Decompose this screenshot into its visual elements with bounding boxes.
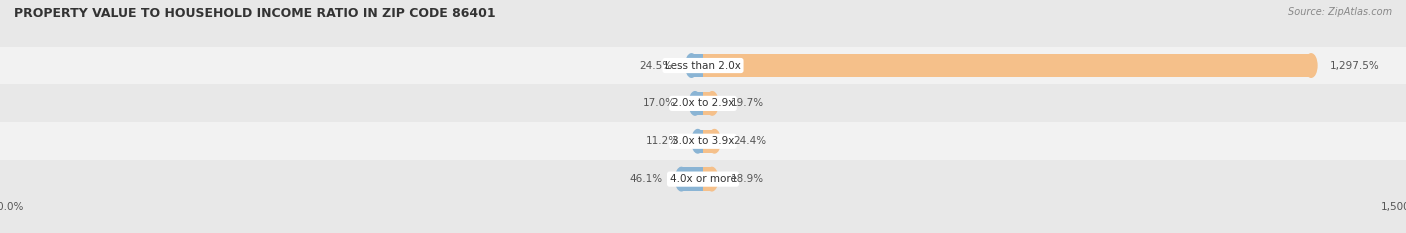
Text: 17.0%: 17.0%: [644, 98, 676, 108]
Bar: [703, 92, 713, 115]
Ellipse shape: [692, 130, 703, 153]
Bar: [695, 92, 703, 115]
Bar: [682, 167, 703, 191]
Text: PROPERTY VALUE TO HOUSEHOLD INCOME RATIO IN ZIP CODE 86401: PROPERTY VALUE TO HOUSEHOLD INCOME RATIO…: [14, 7, 496, 20]
Ellipse shape: [686, 54, 697, 77]
Text: Less than 2.0x: Less than 2.0x: [665, 61, 741, 71]
Ellipse shape: [709, 130, 720, 153]
Ellipse shape: [689, 92, 702, 115]
Text: 18.9%: 18.9%: [731, 174, 763, 184]
Text: 11.2%: 11.2%: [645, 136, 679, 146]
Bar: [0, 160, 1406, 198]
Text: Source: ZipAtlas.com: Source: ZipAtlas.com: [1288, 7, 1392, 17]
Text: 24.4%: 24.4%: [733, 136, 766, 146]
Bar: [692, 54, 703, 77]
Text: 24.5%: 24.5%: [640, 61, 672, 71]
Bar: [703, 167, 711, 191]
Text: 3.0x to 3.9x: 3.0x to 3.9x: [672, 136, 734, 146]
Text: 1,297.5%: 1,297.5%: [1330, 61, 1379, 71]
Legend: Without Mortgage, With Mortgage: Without Mortgage, With Mortgage: [582, 231, 824, 233]
Bar: [697, 130, 703, 153]
Bar: [0, 85, 1406, 122]
Ellipse shape: [675, 167, 688, 191]
Bar: [703, 130, 714, 153]
Bar: [0, 122, 1406, 160]
Ellipse shape: [706, 167, 717, 191]
Ellipse shape: [1305, 54, 1317, 77]
Text: 4.0x or more: 4.0x or more: [669, 174, 737, 184]
Ellipse shape: [706, 92, 718, 115]
Text: 19.7%: 19.7%: [731, 98, 763, 108]
Bar: [703, 54, 1312, 77]
Bar: [0, 47, 1406, 84]
Text: 2.0x to 2.9x: 2.0x to 2.9x: [672, 98, 734, 108]
Text: 46.1%: 46.1%: [630, 174, 662, 184]
